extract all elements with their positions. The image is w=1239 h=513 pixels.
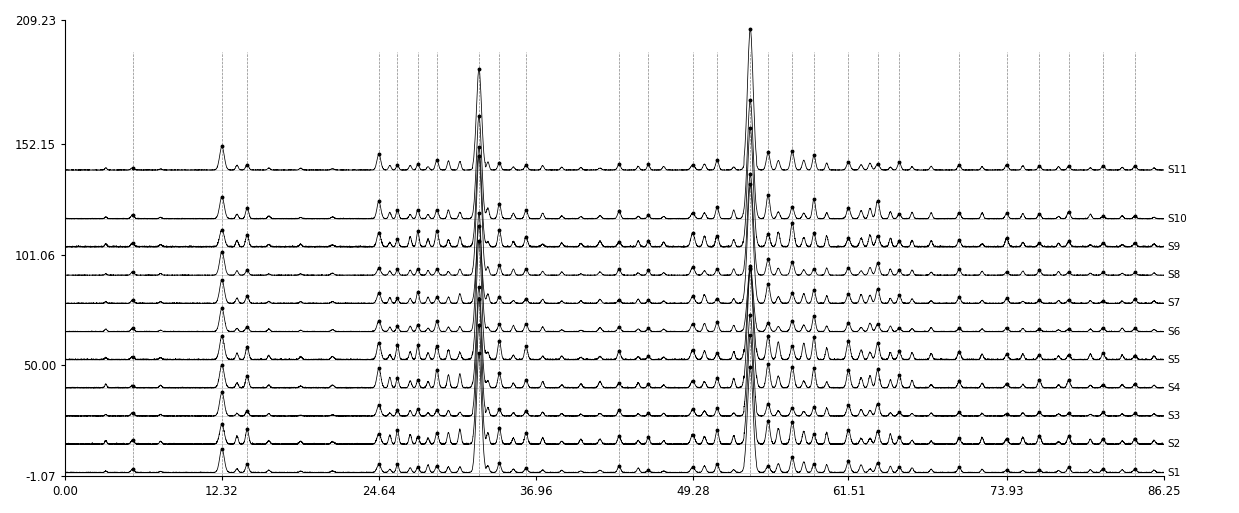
Text: S8: S8 — [1167, 270, 1181, 280]
Text: S10: S10 — [1167, 214, 1187, 224]
Text: S11: S11 — [1167, 165, 1187, 175]
Text: S4: S4 — [1167, 383, 1181, 393]
Text: S7: S7 — [1167, 299, 1181, 308]
Text: S1: S1 — [1167, 467, 1181, 478]
Text: S9: S9 — [1167, 242, 1181, 252]
Text: S2: S2 — [1167, 439, 1181, 449]
Text: S3: S3 — [1167, 411, 1181, 421]
Text: S6: S6 — [1167, 327, 1181, 337]
Text: S5: S5 — [1167, 355, 1181, 365]
